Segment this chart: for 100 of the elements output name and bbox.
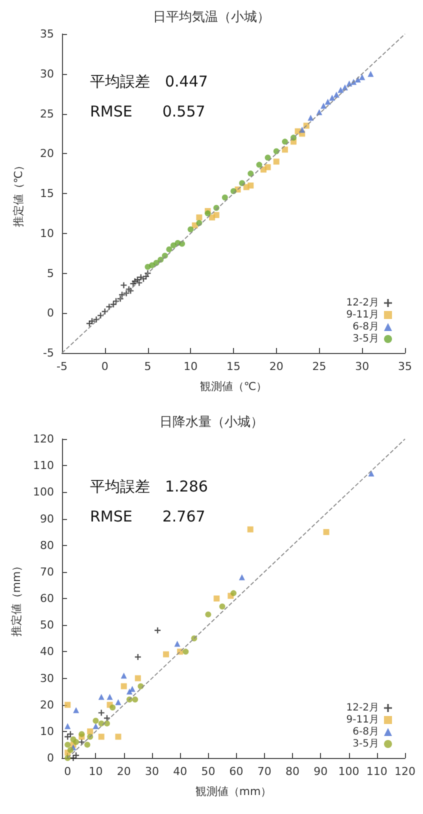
point xyxy=(188,226,194,232)
point xyxy=(282,146,288,153)
point xyxy=(120,683,127,690)
x-tick-label: 60 xyxy=(229,765,244,778)
x-tick-label: 120 xyxy=(394,765,416,778)
y-tick-label: 25 xyxy=(40,107,54,120)
y-tick-label: 90 xyxy=(40,512,54,526)
x-tick-label: 90 xyxy=(314,765,328,778)
y-axis-title: 推定値（℃） xyxy=(12,160,25,228)
point xyxy=(166,246,172,252)
chart-title: 日降水量（小城） xyxy=(160,415,264,430)
y-tick-label: 100 xyxy=(33,486,54,499)
point xyxy=(256,162,262,168)
y-tick-label: 50 xyxy=(40,618,54,632)
point xyxy=(64,734,71,740)
point xyxy=(106,694,113,700)
legend-label: 3-5月 xyxy=(352,738,379,750)
point xyxy=(84,742,90,748)
point xyxy=(213,212,220,218)
point xyxy=(264,164,271,170)
x-tick-label: 0 xyxy=(101,360,108,373)
y-tick-label: -5 xyxy=(43,346,54,360)
point xyxy=(73,739,80,746)
point xyxy=(368,70,374,77)
legend-label: 9-11月 xyxy=(346,714,379,726)
y-tick-label: 20 xyxy=(40,147,54,160)
point xyxy=(78,731,85,738)
point xyxy=(104,720,110,726)
y-tick-label: 120 xyxy=(33,432,54,446)
point xyxy=(182,648,189,655)
point xyxy=(196,214,202,220)
point xyxy=(174,640,180,647)
point xyxy=(123,290,130,296)
point xyxy=(120,282,127,288)
x-tick-label: 30 xyxy=(355,360,370,373)
legend-label: 9-11月 xyxy=(346,310,379,320)
y-tick-label: 35 xyxy=(40,28,54,40)
x-tick-label: 20 xyxy=(116,765,131,778)
point xyxy=(214,596,220,602)
point xyxy=(115,734,122,740)
x-tick-label: 5 xyxy=(144,360,152,373)
point xyxy=(359,74,366,80)
y-tick-label: 30 xyxy=(40,672,54,685)
legend-label: 3-5月 xyxy=(352,334,379,344)
x-tick-label: 20 xyxy=(269,360,284,373)
point xyxy=(329,94,336,101)
point xyxy=(132,696,138,703)
point xyxy=(92,718,99,724)
point xyxy=(324,98,331,105)
point xyxy=(273,158,280,165)
point xyxy=(170,242,176,248)
annotation: RMSE 2.767 xyxy=(90,508,206,526)
point xyxy=(98,734,104,740)
point xyxy=(64,755,71,761)
point xyxy=(64,702,71,708)
point xyxy=(163,651,170,658)
y-tick-label: 5 xyxy=(47,266,54,280)
point xyxy=(238,574,245,580)
point xyxy=(323,529,330,536)
y-tick-label: 15 xyxy=(40,187,54,200)
x-tick-label: 30 xyxy=(144,765,159,778)
x-axis-title: 観測値（mm） xyxy=(195,785,272,798)
y-tick-label: 20 xyxy=(40,698,54,712)
y-tick-label: 70 xyxy=(40,565,54,578)
point xyxy=(73,752,80,758)
legend-label: 6-8月 xyxy=(352,322,379,332)
point xyxy=(134,675,141,682)
legend-label: 12-2月 xyxy=(346,298,379,308)
legend-label: 6-8月 xyxy=(352,726,379,738)
point xyxy=(219,603,226,610)
y-tick-label: 30 xyxy=(40,67,54,80)
x-tick-label: 40 xyxy=(173,765,188,778)
annotation: 平均誤差 1.286 xyxy=(90,478,208,496)
y-tick-label: 40 xyxy=(40,645,54,658)
x-axis-title: 観測値（℃） xyxy=(200,380,268,393)
y-axis-title: 推定値（mm） xyxy=(10,560,24,637)
x-tick-label: 35 xyxy=(398,360,412,373)
point xyxy=(222,194,228,200)
y-tick-label: 0 xyxy=(47,306,54,320)
y-tick-label: 10 xyxy=(40,226,54,240)
point xyxy=(64,723,71,730)
chart-title: 日平均気温（小城） xyxy=(153,10,270,25)
point xyxy=(205,611,212,618)
x-tick-label: 110 xyxy=(366,765,388,778)
point xyxy=(98,694,104,700)
point xyxy=(338,86,344,93)
legend-label: 12-2月 xyxy=(346,702,379,714)
x-tick-label: 100 xyxy=(338,765,360,778)
point xyxy=(120,672,127,679)
point xyxy=(230,590,236,596)
point xyxy=(264,154,271,161)
point xyxy=(64,742,71,748)
point xyxy=(106,304,112,310)
point xyxy=(368,470,374,477)
x-tick-label: 80 xyxy=(286,765,300,778)
x-tick-label: 50 xyxy=(201,765,216,778)
point xyxy=(67,747,74,754)
y-tick-label: 10 xyxy=(40,724,54,738)
point xyxy=(92,723,99,730)
point xyxy=(110,704,116,710)
